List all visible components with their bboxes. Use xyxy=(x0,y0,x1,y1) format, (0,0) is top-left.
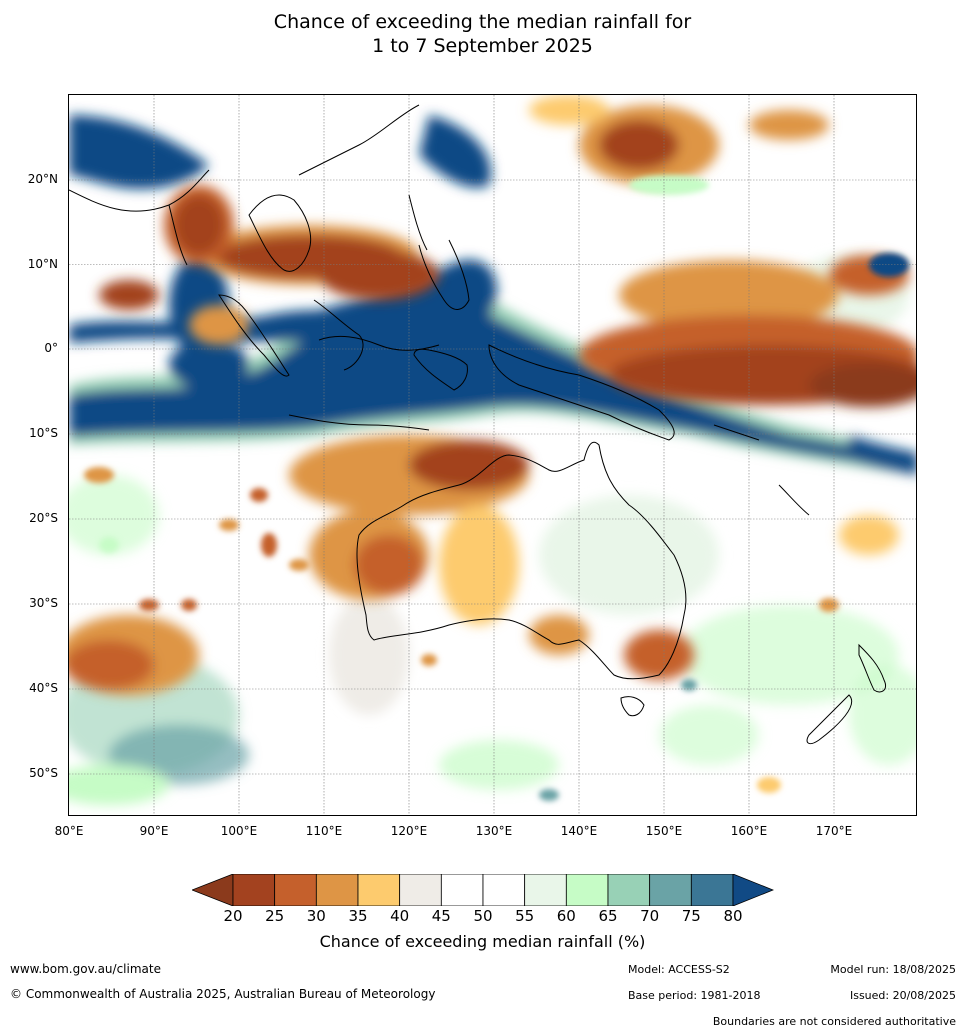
lat-tick-20s: 20°S xyxy=(29,511,58,525)
colorbar-segment xyxy=(357,874,401,906)
colorbar-over-arrow xyxy=(732,874,774,906)
rainfall-map-canvas xyxy=(69,95,916,815)
title-line-1: Chance of exceeding the median rainfall … xyxy=(273,11,692,33)
coastlines xyxy=(69,104,887,745)
speckle-patches xyxy=(84,175,909,801)
lon-tick-130e: 130°E xyxy=(475,824,513,838)
colorbar-segment xyxy=(232,874,276,906)
lon-tick-160e: 160°E xyxy=(730,824,768,838)
colorbar-tick-65: 65 xyxy=(598,907,618,925)
colorbar-tick-25: 25 xyxy=(265,907,285,925)
lat-tick-30s: 30°S xyxy=(29,596,58,610)
colorbar-tick-50: 50 xyxy=(473,907,493,925)
footer-issued: Issued: 20/08/2025 xyxy=(849,989,956,1002)
gridlines xyxy=(69,95,916,815)
lon-tick-110e: 110°E xyxy=(305,824,343,838)
colorbar-segment xyxy=(274,874,317,906)
colorbar-tick-20: 20 xyxy=(223,907,243,925)
map-title: Chance of exceeding the median rainfall … xyxy=(0,10,965,58)
wet-band xyxy=(69,115,916,475)
lat-tick-40s: 40°S xyxy=(29,681,58,695)
footer-base-period: Base period: 1981-2018 xyxy=(628,989,761,1002)
lon-tick-120e: 120°E xyxy=(390,824,428,838)
colorbar-segment xyxy=(565,874,609,906)
dry-regions xyxy=(69,95,916,695)
footer-copyright: © Commonwealth of Australia 2025, Austra… xyxy=(10,987,436,1001)
lon-tick-140e: 140°E xyxy=(560,824,598,838)
colorbar-segment xyxy=(482,874,526,906)
colorbar-segment xyxy=(399,874,442,906)
colorbar-tick-60: 60 xyxy=(556,907,576,925)
colorbar-segment xyxy=(524,874,567,906)
lon-tick-150e: 150°E xyxy=(645,824,683,838)
colorbar-segment xyxy=(690,874,734,906)
lat-tick-0: 0° xyxy=(44,341,58,355)
colorbar-under-arrow xyxy=(192,874,234,906)
colorbar-tick-30: 30 xyxy=(306,907,326,925)
lat-tick-20n: 20°N xyxy=(27,172,58,186)
lon-tick-170e: 170°E xyxy=(815,824,853,838)
colorbar-tick-70: 70 xyxy=(640,907,660,925)
colorbar-tick-55: 55 xyxy=(515,907,535,925)
colorbar-segment xyxy=(440,874,484,906)
rainfall-map xyxy=(68,94,917,816)
footer-model: Model: ACCESS-S2 xyxy=(628,963,730,976)
lon-tick-80e: 80°E xyxy=(54,824,84,838)
lat-tick-10n: 10°N xyxy=(27,256,58,271)
lon-tick-90e: 90°E xyxy=(139,824,169,838)
colorbar-segment xyxy=(607,874,651,906)
title-line-2: 1 to 7 September 2025 xyxy=(372,35,593,57)
colorbar-tick-40: 40 xyxy=(390,907,410,925)
lat-tick-10s: 10°S xyxy=(29,426,58,440)
lat-tick-50s: 50°S xyxy=(29,766,58,780)
colorbar-segment xyxy=(315,874,359,906)
colorbar-tick-75: 75 xyxy=(681,907,701,925)
colorbar xyxy=(192,874,774,906)
colorbar-label: Chance of exceeding median rainfall (%) xyxy=(319,932,646,951)
footer-model-run: Model run: 18/08/2025 xyxy=(830,963,956,976)
colorbar-segment xyxy=(649,874,692,906)
colorbar-tick-35: 35 xyxy=(348,907,368,925)
footer-website: www.bom.gov.au/climate xyxy=(10,962,161,976)
footer-disclaimer: Boundaries are not considered authoritat… xyxy=(712,1015,956,1028)
colorbar-tick-45: 45 xyxy=(431,907,451,925)
lon-tick-100e: 100°E xyxy=(220,824,258,838)
colorbar-tick-80: 80 xyxy=(723,907,743,925)
